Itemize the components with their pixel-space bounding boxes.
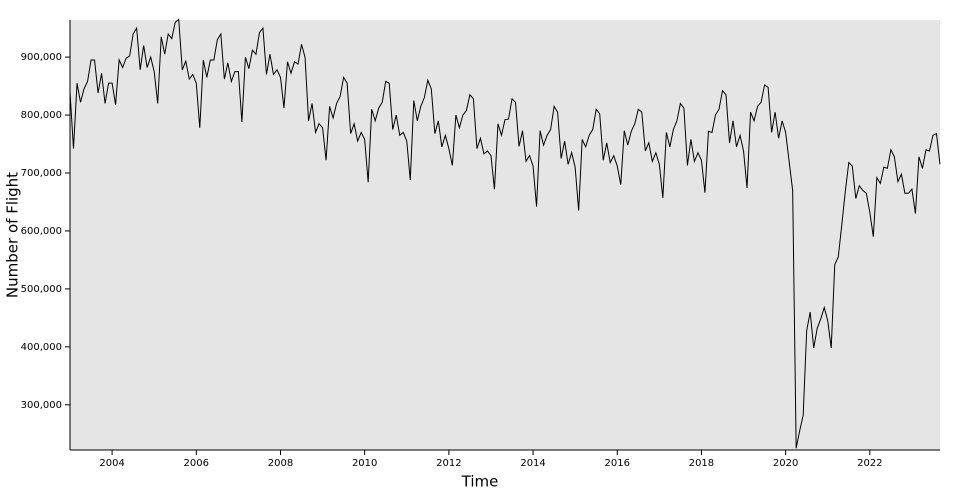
x-tick-label: 2018	[689, 458, 714, 469]
x-axis-title: Time	[461, 473, 499, 491]
x-tick-label: 2012	[436, 458, 461, 469]
x-tick-label: 2004	[99, 458, 124, 469]
x-tick-label: 2016	[605, 458, 630, 469]
y-axis-title: Number of Flight	[4, 172, 22, 298]
x-tick-label: 2014	[520, 458, 545, 469]
x-tick-label: 2006	[184, 458, 209, 469]
data-line	[69, 18, 941, 449]
y-tick-label: 500,000	[21, 284, 62, 295]
y-tick-label: 600,000	[21, 226, 62, 237]
x-tick-label: 2020	[773, 458, 798, 469]
x-tick-label: 2008	[268, 458, 293, 469]
y-tick-label: 900,000	[21, 52, 62, 63]
plot-background	[70, 20, 940, 450]
x-tick-label: 2010	[352, 458, 377, 469]
x-tick-label: 2022	[857, 458, 882, 469]
y-tick-label: 700,000	[21, 168, 62, 179]
y-tick-label: 300,000	[21, 400, 62, 411]
y-tick-label: 400,000	[21, 342, 62, 353]
y-tick-label: 800,000	[21, 110, 62, 121]
